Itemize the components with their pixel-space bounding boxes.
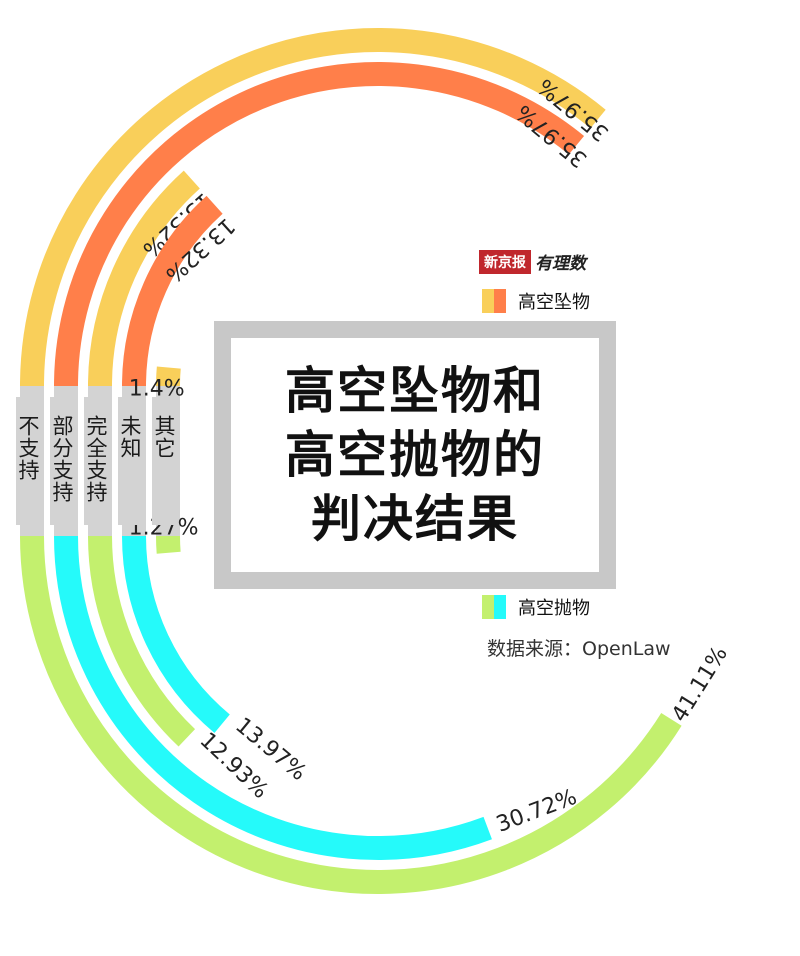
title-line-2: 高空抛物的 xyxy=(285,426,545,484)
throwing-arc-4 xyxy=(156,535,181,554)
category-label-weizhi: 未知 xyxy=(118,397,142,525)
brand-logo: 新京报 有理数 xyxy=(479,249,586,274)
brand-sub: 有理数 xyxy=(535,254,586,274)
category-label-bu-zhichi: 不支持 xyxy=(16,397,40,525)
legend-throwing-swatch xyxy=(482,595,506,619)
falling-arc-3 xyxy=(122,195,223,387)
throwing-arc-2 xyxy=(88,535,196,747)
legend-throwing-label: 高空抛物 xyxy=(518,598,590,619)
falling-arc-0 xyxy=(20,28,606,387)
title-box: 高空坠物和 高空抛物的 判决结果 xyxy=(214,321,616,589)
category-label-wanquan-zhichi: 完全支持 xyxy=(84,397,108,525)
title-line-1: 高空坠物和 xyxy=(285,362,545,420)
category-label-qita: 其它 xyxy=(152,397,176,525)
falling-arc-4 xyxy=(156,366,181,387)
brand-paper: 新京报 xyxy=(479,249,531,274)
legend-falling: 高空坠物 xyxy=(482,288,590,314)
falling-arc-2 xyxy=(88,170,200,387)
falling-arc-1 xyxy=(54,62,585,387)
legend-falling-swatch xyxy=(482,289,506,313)
title-line-3: 判决结果 xyxy=(311,490,519,548)
throwing-arc-3 xyxy=(122,535,230,733)
throwing-arc-0 xyxy=(20,535,682,894)
throwing-arc-1 xyxy=(54,535,492,860)
throwing-value-label-0: 41.11% xyxy=(667,642,733,726)
legend-falling-label: 高空坠物 xyxy=(518,292,590,313)
category-label-bufen-zhichi: 部分支持 xyxy=(50,397,74,525)
data-source: 数据来源：OpenLaw xyxy=(487,638,671,660)
legend-throwing: 高空抛物 xyxy=(482,594,590,620)
